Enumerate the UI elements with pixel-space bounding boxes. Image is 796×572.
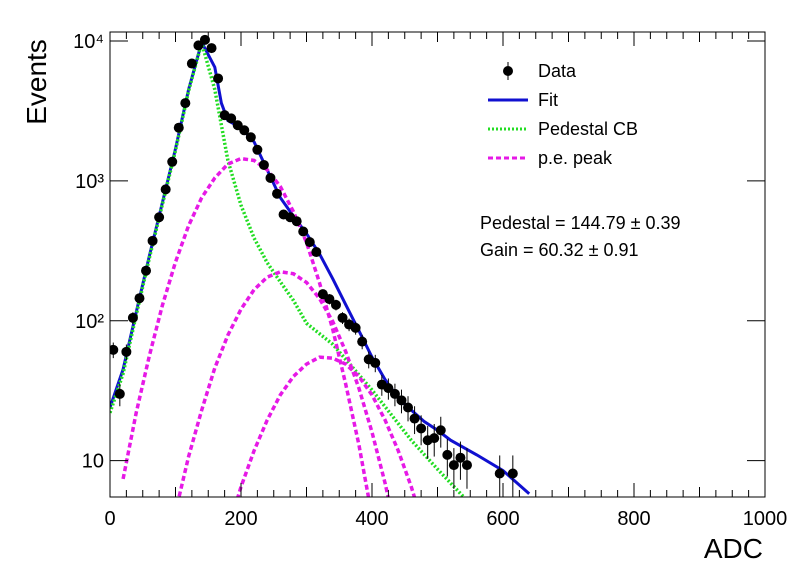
legend-swatch [503, 66, 513, 76]
data-point [239, 125, 250, 136]
data-point [448, 460, 459, 471]
x-tick-label: 400 [355, 508, 388, 530]
data-point [213, 73, 224, 84]
data-point [114, 388, 125, 399]
data-point [311, 247, 322, 258]
data-point [154, 212, 165, 223]
data-point [298, 226, 309, 237]
data-point [291, 216, 302, 227]
data-point [396, 395, 407, 406]
curve [177, 269, 390, 497]
data-point [383, 383, 394, 394]
data-point [494, 468, 505, 479]
data-point [435, 425, 446, 436]
annotation: Gain = 60.32 ± 0.91 [480, 240, 639, 260]
data-point [507, 468, 518, 479]
data-point [304, 237, 315, 248]
x-tick-label: 200 [224, 508, 257, 530]
data-point [160, 184, 171, 195]
curve [236, 355, 417, 497]
legend-label: Pedestal CB [538, 119, 638, 139]
data-point [199, 34, 210, 45]
data-point [134, 293, 145, 304]
x-tick-label: 1000 [743, 508, 788, 530]
data-point [416, 423, 427, 434]
annotation: Pedestal = 144.79 ± 0.39 [480, 213, 681, 233]
data-point [403, 402, 414, 413]
data-point [265, 172, 276, 183]
data-point [350, 322, 361, 333]
data-point [370, 357, 381, 368]
data-point [429, 433, 440, 444]
data-point [127, 312, 138, 323]
x-tick-label: 800 [617, 508, 650, 530]
data-point [324, 294, 335, 305]
data-point [337, 312, 348, 323]
data-point [442, 449, 453, 460]
legend-label: Data [538, 61, 577, 81]
data-point [409, 413, 420, 424]
y-tick-label: 10⁴ [73, 31, 104, 53]
x-tick-label: 600 [486, 508, 519, 530]
legend-label: Fit [538, 90, 558, 110]
data-point [357, 336, 368, 347]
data-point [258, 159, 269, 170]
data-point [186, 58, 197, 69]
data-point [141, 265, 152, 276]
data-point [252, 144, 263, 155]
x-tick-label: 0 [104, 508, 115, 530]
x-axis-title: ADC [704, 533, 763, 564]
data-point [226, 113, 237, 124]
data-point [461, 460, 472, 471]
data-point [110, 344, 119, 355]
data-point [455, 452, 466, 463]
data-point [173, 122, 184, 133]
data-point [245, 132, 256, 143]
data-point [121, 346, 132, 357]
data-point [167, 156, 178, 167]
y-tick-label: 10 [82, 451, 104, 473]
y-tick-label: 10² [75, 311, 104, 333]
y-axis-title: Events [21, 39, 52, 125]
data-point [272, 188, 283, 199]
curve [121, 156, 371, 497]
data-point [389, 388, 400, 399]
data-point [180, 98, 191, 109]
data-point [206, 43, 217, 54]
data-point [147, 235, 158, 246]
data-point [330, 299, 341, 310]
plot-area [110, 34, 531, 497]
legend-label: p.e. peak [538, 148, 613, 168]
data-point [193, 40, 204, 51]
y-tick-label: 10³ [75, 171, 104, 193]
